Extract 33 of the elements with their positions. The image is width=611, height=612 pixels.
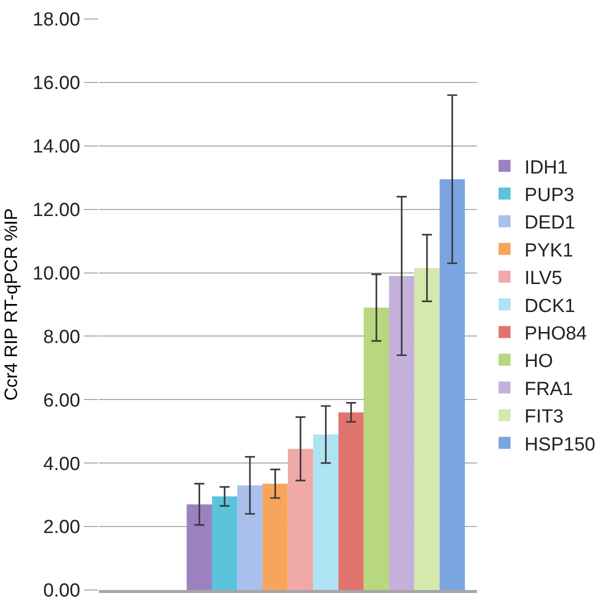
y-tick-label: 12.00 bbox=[32, 200, 80, 221]
y-tick-label: 6.00 bbox=[43, 390, 80, 412]
bar bbox=[414, 268, 440, 590]
bar bbox=[338, 412, 364, 590]
bar bbox=[186, 504, 212, 590]
legend-label: FRA1 bbox=[524, 378, 574, 400]
bar bbox=[364, 308, 390, 590]
legend-label: DCK1 bbox=[524, 296, 576, 317]
y-tick-label: 18.00 bbox=[32, 10, 80, 31]
bar bbox=[440, 179, 465, 590]
y-tick-label: 0.00 bbox=[43, 580, 80, 602]
legend-label: PHO84 bbox=[524, 323, 588, 344]
legend-label: PYK1 bbox=[524, 240, 574, 262]
y-tick-label: 8.00 bbox=[43, 326, 80, 348]
y-tick-label: 14.00 bbox=[32, 136, 80, 158]
bar bbox=[313, 434, 338, 590]
legend-label: HSP150 bbox=[524, 434, 596, 456]
legend-label: HO bbox=[524, 351, 554, 372]
y-tick-label: 2.00 bbox=[43, 517, 80, 538]
y-tick-label: 4.00 bbox=[43, 454, 80, 475]
bar bbox=[389, 276, 414, 590]
bar bbox=[288, 448, 314, 590]
legend-label: ILV5 bbox=[524, 268, 562, 290]
y-tick-label: 16.00 bbox=[32, 73, 80, 94]
bar bbox=[237, 485, 263, 590]
legend-label: PUP3 bbox=[524, 184, 574, 206]
bar bbox=[212, 496, 238, 590]
legend-label: FIT3 bbox=[524, 406, 564, 428]
y-axis-title: Ccr4 RIP RT-qPCR %IP bbox=[0, 208, 21, 401]
legend-label: IDH1 bbox=[524, 157, 568, 178]
legend-label: DED1 bbox=[524, 212, 576, 234]
y-tick-label: 10.00 bbox=[32, 263, 80, 284]
bar bbox=[262, 484, 288, 590]
